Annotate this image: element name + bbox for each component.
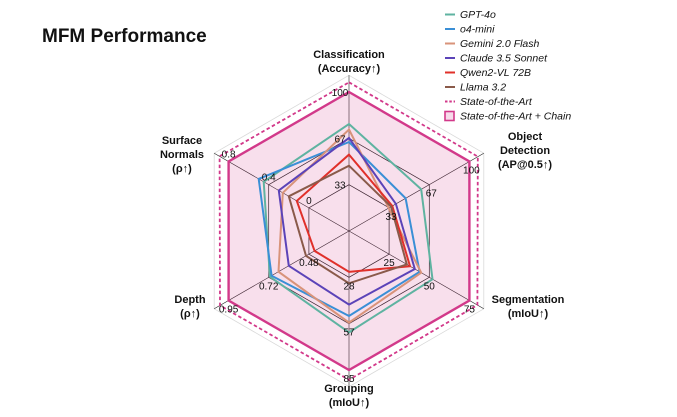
series-o4-mini bbox=[257, 140, 421, 318]
series-state-of-the-art-chain bbox=[227, 90, 471, 372]
legend-label-claude-3-5-sonnet: Claude 3.5 Sonnet bbox=[460, 53, 548, 65]
tick-label: 0.48 bbox=[299, 258, 319, 269]
tick-label: 25 bbox=[384, 258, 396, 269]
legend-label-o4-mini: o4-mini bbox=[460, 24, 495, 36]
series-layer bbox=[218, 81, 479, 381]
series-claude-3-5-sonnet bbox=[277, 136, 416, 306]
axis-title: Normals bbox=[160, 149, 204, 161]
tick-label: 33 bbox=[334, 181, 346, 192]
legend-label-gpt-4o: GPT-4o bbox=[460, 9, 496, 21]
tick-label: 75 bbox=[464, 305, 476, 316]
tick-layer: 33 67 100 33 67 100 25 50 75 28 57 85 0.48 0.72 0.95 0 0… bbox=[219, 88, 480, 385]
tick-label: 67 bbox=[334, 134, 346, 145]
axis-title: Detection bbox=[500, 145, 550, 157]
axis-title: Object bbox=[508, 131, 543, 143]
axis-title: (mIoU↑) bbox=[508, 308, 549, 320]
axis-title: Segmentation bbox=[492, 294, 565, 306]
tick-label: 33 bbox=[386, 212, 398, 223]
tick-label: 28 bbox=[343, 281, 355, 292]
axis-title: Depth bbox=[174, 294, 205, 306]
axis-title: Classification bbox=[313, 49, 385, 61]
series-llama-3-2 bbox=[287, 164, 409, 285]
legend-label-state-of-the-art: State-of-the-Art bbox=[460, 96, 533, 108]
tick-label: 0.95 bbox=[219, 305, 239, 316]
axis-title: (ρ↑) bbox=[180, 308, 200, 320]
axis-title: Surface bbox=[162, 135, 202, 147]
legend-label-llama-3-2: Llama 3.2 bbox=[460, 82, 506, 94]
chart-title: MFM Performance bbox=[42, 26, 207, 47]
tick-label: 100 bbox=[463, 166, 480, 177]
tick-label: 0.4 bbox=[262, 173, 276, 184]
axis-title: (Accuracy↑) bbox=[318, 63, 381, 75]
tick-label: 85 bbox=[343, 374, 355, 385]
axis-title: Grouping bbox=[324, 383, 374, 395]
axis-title: (mIoU↑) bbox=[329, 397, 370, 409]
series-gpt-4o bbox=[262, 122, 434, 334]
legend-label-state-of-the-art-chain: State-of-the-Art + Chain bbox=[460, 111, 571, 123]
grid-spoke bbox=[348, 152, 484, 232]
tick-label: 100 bbox=[332, 88, 349, 99]
legend: GPT-4o o4-mini Gemini 2.0 Flash Claude 3.5 … bbox=[444, 9, 571, 123]
series-state-of-the-art bbox=[218, 81, 479, 381]
grid-spoke bbox=[214, 152, 350, 232]
tick-label: 0 bbox=[306, 196, 312, 207]
tick-label: 57 bbox=[343, 328, 355, 339]
axis-title-layer: Classification (Accuracy↑) Object Detection… bbox=[160, 49, 565, 409]
legend-swatch-state-of-the-art-chain bbox=[444, 110, 455, 122]
tick-label: 50 bbox=[424, 281, 436, 292]
grid-spoke bbox=[214, 230, 350, 310]
tick-label: 67 bbox=[426, 189, 438, 200]
tick-label: 0.72 bbox=[259, 281, 279, 292]
tick-label: 0.8 bbox=[222, 150, 236, 161]
series-qwen2-vl-72b bbox=[295, 153, 412, 273]
series-gemini-2-0-flash bbox=[277, 127, 423, 324]
grid-spoke bbox=[348, 230, 484, 310]
legend-label-qwen2-vl-72b: Qwen2-VL 72B bbox=[460, 67, 531, 79]
legend-label-gemini-2-0-flash: Gemini 2.0 Flash bbox=[460, 38, 540, 50]
axis-title: (ρ↑) bbox=[172, 163, 192, 175]
axis-title: (AP@0.5↑) bbox=[498, 159, 552, 171]
